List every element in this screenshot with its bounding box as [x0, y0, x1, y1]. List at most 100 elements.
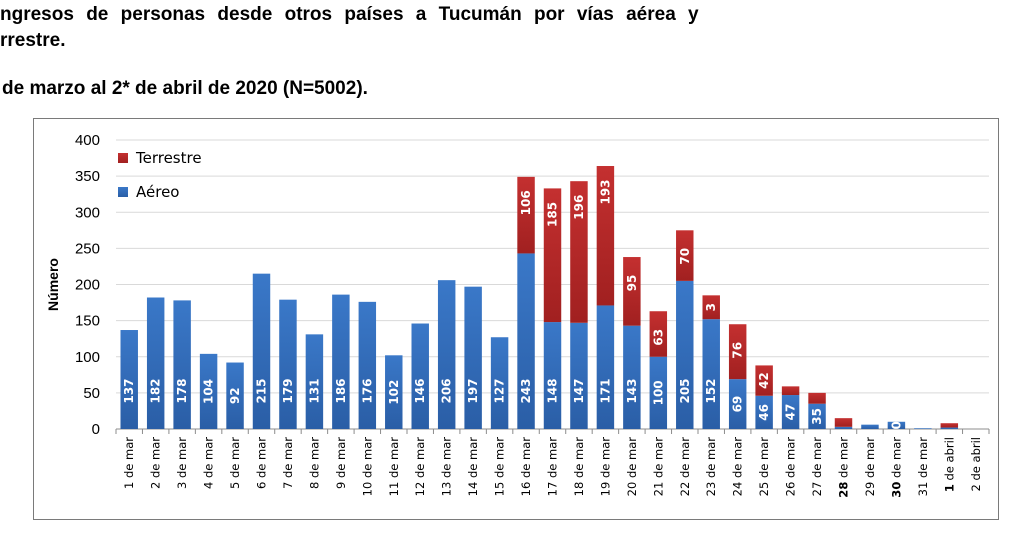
bar-aereo — [543, 322, 562, 429]
data-label-aereo: 178 — [175, 378, 189, 403]
legend-swatch-terrestre — [118, 153, 128, 163]
bar-aereo — [781, 395, 800, 429]
x-tick-label: 4 de mar — [202, 437, 216, 489]
data-label-aereo: 243 — [519, 378, 533, 403]
bar-aereo — [199, 353, 218, 429]
bar-aereo — [279, 299, 297, 429]
chart-title-line2: rrestre. — [0, 30, 66, 51]
y-tick-label: 350 — [75, 168, 100, 185]
bar-aereo — [464, 286, 482, 429]
bar-aereo — [252, 273, 271, 429]
x-tick-label: 29 de mar — [863, 437, 877, 497]
x-tick-label: 1 de abril — [942, 437, 956, 492]
x-tick-label: 27 de mar — [810, 437, 824, 497]
x-tick-label: 13 de mar — [440, 437, 454, 497]
bar-terrestre — [676, 230, 694, 281]
x-tick-label: 11 de mar — [387, 437, 401, 497]
x-tick-label: 19 de mar — [598, 437, 612, 497]
bar-terrestre — [781, 386, 800, 396]
bar-aereo — [702, 319, 720, 429]
data-label-aereo: 148 — [546, 378, 560, 403]
data-label-aereo: 152 — [704, 378, 718, 403]
bar-terrestre — [808, 392, 826, 404]
x-tick-label: 17 de mar — [546, 437, 560, 497]
data-label-terrestre: 193 — [598, 179, 612, 204]
data-label-terrestre: 63 — [651, 329, 665, 346]
bar-aereo — [490, 337, 509, 429]
bar-aereo — [623, 325, 641, 429]
data-label-aereo: 215 — [255, 378, 269, 403]
y-tick-label: 150 — [75, 313, 100, 330]
y-tick-label: 100 — [75, 349, 100, 366]
bar-aereo — [755, 395, 773, 429]
x-tick-label: 6 de mar — [255, 437, 269, 489]
x-tick-label: 16 de mar — [519, 437, 533, 497]
bar-terrestre — [623, 257, 641, 326]
x-tick-label: 22 de mar — [678, 437, 692, 497]
x-tick-label: 7 de mar — [281, 437, 295, 489]
data-label-aereo: 35 — [810, 408, 824, 425]
bar-aereo — [861, 424, 879, 429]
bar-terrestre — [596, 166, 615, 306]
x-tick-label: 18 de mar — [572, 437, 586, 497]
x-tick-label: 10 de mar — [360, 437, 374, 497]
data-label-terrestre: 196 — [572, 195, 586, 220]
data-label-aereo: 205 — [678, 378, 692, 403]
bar-terrestre — [834, 418, 853, 427]
chart-frame — [33, 118, 999, 520]
data-label-terrestre: 3 — [704, 303, 718, 311]
bar-aereo — [596, 305, 615, 429]
chart-subtitle: de marzo al 2* de abril de 2020 (N=5002)… — [2, 78, 368, 99]
data-label-aereo: 46 — [757, 404, 771, 421]
data-label-terrestre: 42 — [757, 372, 771, 389]
x-tick-label: 15 de mar — [493, 437, 507, 497]
x-tick-label: 14 de mar — [466, 437, 480, 497]
bar-aereo — [728, 379, 747, 429]
data-label-aereo: 69 — [731, 396, 745, 413]
y-tick-label: 400 — [75, 132, 100, 149]
legend-swatch-aereo — [118, 187, 128, 197]
data-label-terrestre: 185 — [546, 202, 560, 227]
data-label-aereo: 102 — [387, 380, 401, 405]
bar-aereo — [385, 355, 403, 429]
bar-aereo — [914, 428, 932, 429]
legend-label-aereo: Aéreo — [136, 183, 179, 201]
bar-terrestre — [940, 423, 959, 428]
y-tick-label: 50 — [83, 385, 100, 402]
bar-terrestre — [728, 324, 747, 380]
bar-aereo — [834, 426, 853, 429]
bar-terrestre — [702, 295, 720, 320]
x-tick-label: 9 de mar — [334, 437, 348, 489]
data-label-aereo: 186 — [334, 378, 348, 403]
x-tick-label: 31 de mar — [916, 437, 930, 497]
x-tick-label: 28 de mar — [837, 437, 851, 498]
bar-terrestre — [543, 188, 562, 323]
bar-terrestre — [755, 365, 773, 396]
bar-aereo — [437, 280, 456, 429]
x-tick-label: 25 de mar — [757, 437, 771, 497]
bar-aereo — [517, 253, 535, 429]
bar-terrestre — [649, 311, 668, 357]
bar-aereo — [305, 334, 324, 429]
data-label-terrestre: 70 — [678, 248, 692, 265]
bar-aereo — [887, 421, 906, 429]
bar-aereo — [146, 297, 165, 429]
bar-aereo — [411, 323, 429, 429]
chart-title-line1: ngresos de personas desde otros países a… — [0, 4, 699, 25]
data-label-aereo: 179 — [281, 378, 295, 403]
x-tick-label: 2 de mar — [149, 437, 163, 489]
bar-aereo — [173, 300, 191, 429]
data-label-aereo: 176 — [360, 378, 374, 403]
data-label-aereo: 147 — [572, 378, 586, 403]
data-label-aereo: 137 — [122, 378, 136, 403]
data-label-aereo: 100 — [651, 380, 665, 405]
data-label-aereo: 171 — [598, 378, 612, 403]
data-label-aereo: 127 — [493, 378, 507, 403]
data-label-aereo: 182 — [149, 378, 163, 403]
bar-aereo — [808, 403, 826, 429]
bar-terrestre — [570, 181, 588, 323]
x-tick-label: 2 de abril — [969, 437, 983, 491]
bar-aereo — [676, 280, 694, 429]
x-tick-label: 5 de mar — [228, 437, 242, 489]
